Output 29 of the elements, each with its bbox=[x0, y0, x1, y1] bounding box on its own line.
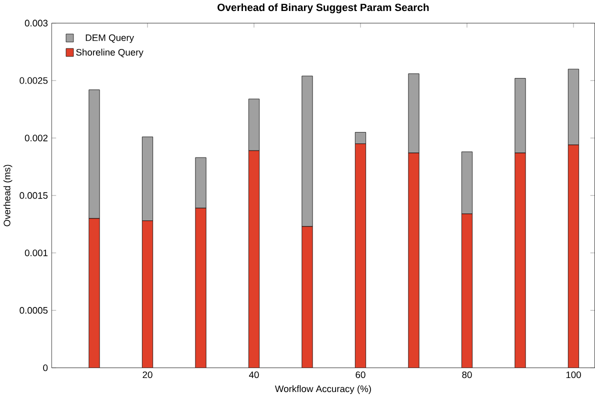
chart-title: Overhead of Binary Suggest Param Search bbox=[218, 3, 429, 13]
y-tick-label: 0.003 bbox=[24, 20, 48, 26]
y-tick-label: 0.0025 bbox=[20, 77, 48, 84]
bar bbox=[302, 226, 313, 368]
x-axis-title: Workflow Accuracy (%) bbox=[274, 385, 371, 394]
bar bbox=[142, 220, 154, 368]
bar bbox=[195, 208, 206, 368]
x-tick-label: 20 bbox=[142, 371, 152, 378]
y-tick-label: 0.0005 bbox=[20, 306, 48, 314]
bar bbox=[354, 143, 366, 368]
bar bbox=[461, 151, 473, 214]
bar bbox=[461, 213, 473, 368]
y-tick-label: 0.001 bbox=[24, 249, 48, 256]
x-tick-label: 40 bbox=[249, 371, 259, 378]
bar bbox=[248, 150, 260, 368]
bar bbox=[88, 218, 100, 368]
legend-label: Shoreline Query bbox=[76, 48, 144, 58]
x-tick-label: 100 bbox=[566, 371, 581, 378]
bar bbox=[568, 144, 580, 368]
bar bbox=[408, 152, 420, 368]
x-tick-label: 80 bbox=[462, 371, 472, 378]
y-axis-title: Overhead (ms) bbox=[3, 164, 12, 226]
bar bbox=[514, 152, 526, 368]
bar bbox=[195, 157, 206, 208]
legend-label: DEM Query bbox=[86, 34, 134, 43]
x-tick-label: 60 bbox=[356, 371, 366, 378]
y-tick-label: 0 bbox=[43, 364, 48, 371]
y-tick-label: 0.0015 bbox=[20, 192, 48, 199]
y-tick-label: 0.002 bbox=[24, 134, 48, 142]
